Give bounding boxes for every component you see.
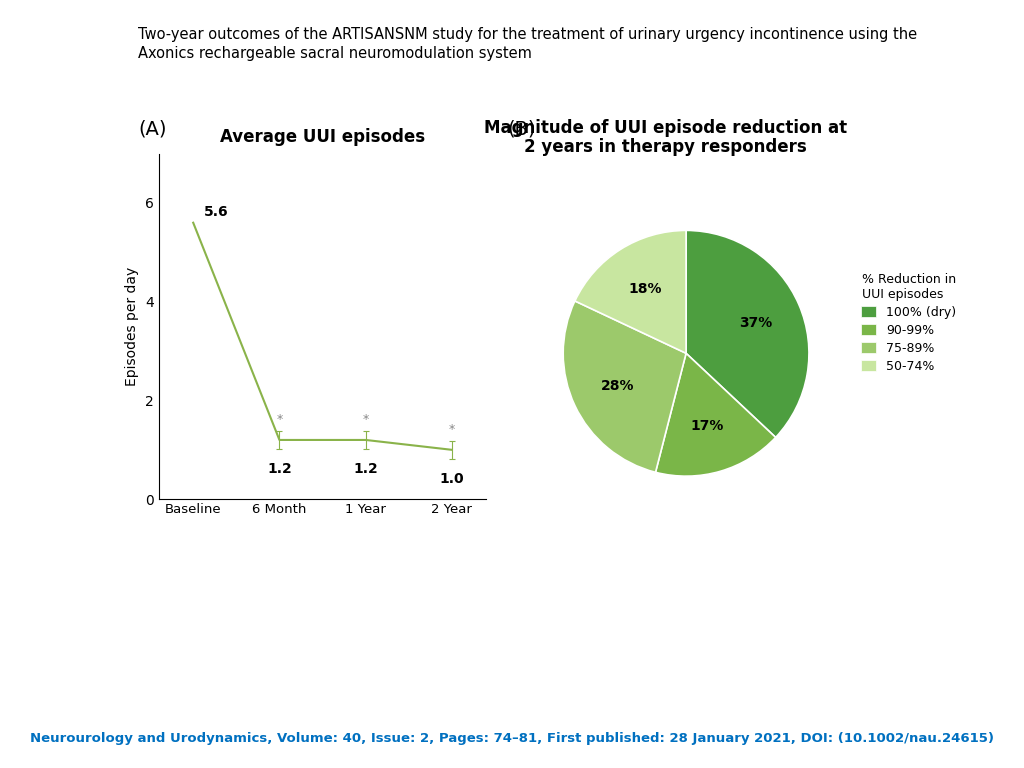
- Text: 18%: 18%: [629, 282, 662, 296]
- Y-axis label: Episodes per day: Episodes per day: [125, 266, 139, 386]
- Text: *: *: [276, 413, 283, 426]
- Text: *: *: [362, 413, 369, 426]
- Text: Neurourology and Urodynamics, Volume: 40, Issue: 2, Pages: 74–81, First publishe: Neurourology and Urodynamics, Volume: 40…: [30, 733, 994, 745]
- Wedge shape: [563, 301, 686, 472]
- Wedge shape: [655, 353, 775, 476]
- Wedge shape: [686, 230, 809, 438]
- Text: 1.2: 1.2: [353, 462, 378, 476]
- Text: 28%: 28%: [600, 379, 634, 392]
- Title: Average UUI episodes: Average UUI episodes: [220, 128, 425, 147]
- Wedge shape: [574, 230, 686, 353]
- Text: 1.0: 1.0: [439, 472, 464, 486]
- Legend: 100% (dry), 90-99%, 75-89%, 50-74%: 100% (dry), 90-99%, 75-89%, 50-74%: [861, 273, 956, 372]
- Text: (B): (B): [507, 119, 536, 138]
- Text: (A): (A): [138, 119, 167, 138]
- Text: *: *: [449, 423, 455, 436]
- Text: 1.2: 1.2: [267, 462, 292, 476]
- Text: Magnitude of UUI episode reduction at: Magnitude of UUI episode reduction at: [484, 119, 847, 137]
- Text: Two-year outcomes of the ARTISAN​SNM study for the treatment of urinary urgency : Two-year outcomes of the ARTISAN​SNM stu…: [138, 27, 918, 42]
- Text: 2 years in therapy responders: 2 years in therapy responders: [524, 138, 807, 156]
- Text: Axonics rechargeable sacral neuromodulation system: Axonics rechargeable sacral neuromodulat…: [138, 46, 532, 61]
- Text: 17%: 17%: [690, 419, 724, 433]
- Text: 5.6: 5.6: [204, 205, 228, 219]
- Text: 37%: 37%: [739, 316, 773, 330]
